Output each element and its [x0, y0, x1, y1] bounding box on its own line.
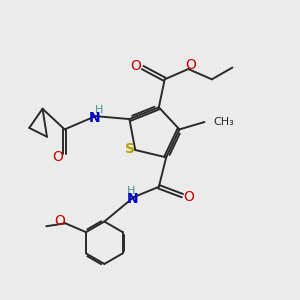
Text: N: N [127, 192, 138, 206]
Text: O: O [185, 58, 196, 73]
Text: N: N [89, 111, 101, 124]
Text: O: O [183, 190, 194, 204]
Text: S: S [125, 142, 135, 155]
Text: CH₃: CH₃ [213, 117, 234, 127]
Text: H: H [127, 186, 136, 196]
Text: H: H [95, 105, 103, 115]
Text: O: O [55, 214, 65, 228]
Text: O: O [131, 59, 142, 73]
Text: O: O [53, 150, 64, 164]
